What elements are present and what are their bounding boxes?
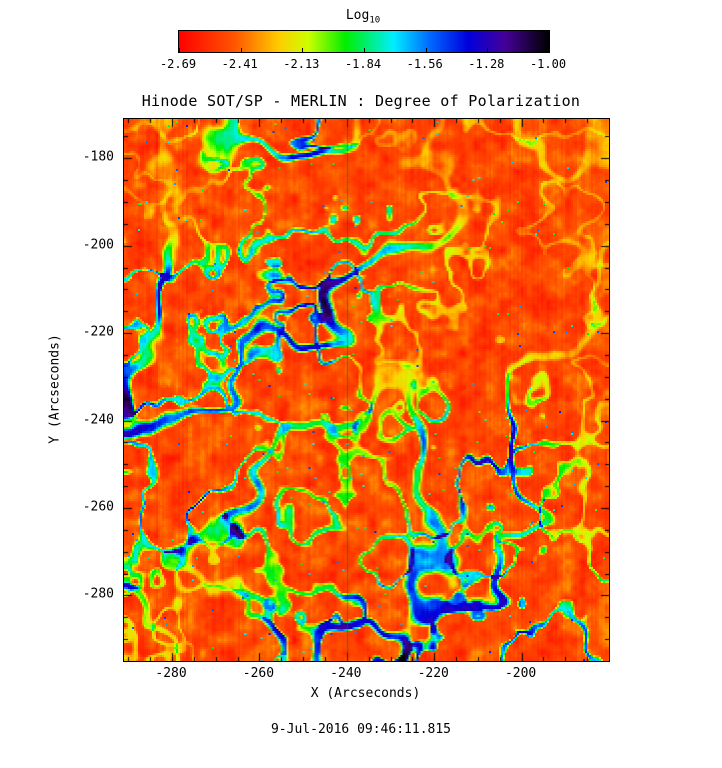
y-axis-label: Y (Arcseconds): [47, 334, 63, 444]
colorbar-tick-label: -2.41: [221, 57, 258, 71]
colorbar-tick-label: -2.69: [159, 57, 197, 71]
x-tick-label: -240: [330, 666, 362, 681]
x-tick-label: -220: [417, 666, 449, 681]
y-tick-label: -180: [82, 149, 114, 165]
colorbar-gradient: [179, 31, 550, 52]
plot-frame: [123, 118, 610, 662]
colorbar-tick-mark: [487, 48, 489, 52]
colorbar-tick-mark: [179, 48, 180, 52]
y-tick-labels: -180 -200 -220 -240 -260 -280: [66, 118, 116, 660]
y-tick-label: -280: [82, 586, 114, 602]
y-tick-label: -260: [82, 499, 114, 515]
x-tick-label: -200: [504, 666, 537, 681]
colorbar-tick-labels: -2.69 -2.41 -2.13 -1.84 -1.56 -1.28 -1.00: [160, 57, 566, 72]
plot-overlay-canvas: [124, 119, 609, 661]
colorbar-tick-label: -1.28: [468, 57, 505, 71]
colorbar-tick-label: -1.56: [406, 57, 443, 71]
colorbar-title: Log10: [178, 8, 548, 26]
colorbar-tick-mark: [302, 48, 304, 52]
timestamp: 9-Jul-2016 09:46:11.815: [270, 722, 451, 737]
x-axis-label: X (Arcseconds): [310, 686, 421, 701]
y-tick-label: -200: [82, 237, 114, 253]
colorbar-tick-label: -1.84: [344, 57, 382, 71]
x-tick-label: -280: [155, 666, 187, 681]
colorbar-tick-mark: [240, 48, 242, 52]
x-tick-labels: -280 -260 -240 -220 -200: [123, 666, 608, 682]
colorbar-tick-mark: [364, 48, 365, 52]
plot-title: Hinode SOT/SP - MERLIN : Degree of Polar…: [141, 92, 581, 110]
colorbar-tick-label: -1.00: [529, 57, 567, 71]
y-tick-label: -240: [82, 412, 114, 428]
colorbar-tick-label: -2.13: [283, 57, 320, 71]
x-tick-label: -260: [242, 666, 275, 681]
colorbar: [178, 30, 550, 53]
colorbar-tick-mark: [425, 48, 427, 52]
colorbar-tick-mark: [549, 48, 550, 52]
log-label: Log: [345, 8, 370, 23]
y-tick-label: -220: [82, 324, 114, 340]
log-subscript: 10: [369, 15, 381, 26]
